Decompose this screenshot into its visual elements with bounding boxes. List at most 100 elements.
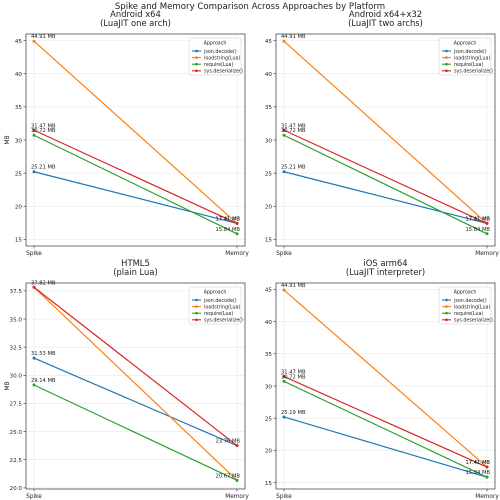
- data-label: 30.72 MB: [281, 128, 306, 134]
- x-tick-label: Memory: [225, 494, 249, 500]
- legend-marker: [445, 305, 448, 308]
- data-label: 15.84 MB: [215, 227, 240, 233]
- legend-marker: [445, 69, 448, 73]
- data-label: 17.41 MB: [215, 216, 240, 222]
- data-label: 17.41 MB: [215, 216, 240, 222]
- data-label: 17.41 MB: [465, 216, 490, 222]
- data-label: 23.76 MB: [215, 439, 240, 445]
- x-tick-label: Spike: [26, 494, 42, 500]
- series-line: [283, 375, 488, 468]
- data-point: [32, 356, 36, 360]
- data-point: [282, 288, 286, 292]
- y-tick-label: 32.5: [10, 345, 23, 351]
- plot-frame: [275, 282, 496, 490]
- legend-box: [438, 37, 492, 76]
- x-tick-label: Spike: [276, 251, 292, 257]
- legend-title: Approach: [454, 290, 477, 296]
- data-point: [32, 285, 36, 289]
- data-label: 17.41 MB: [215, 216, 240, 222]
- y-tick-label: 20: [265, 205, 273, 211]
- x-tick-label: Memory: [475, 494, 499, 500]
- y-tick-label: 40: [265, 320, 273, 326]
- data-point: [235, 478, 239, 482]
- y-tick-label: 35: [265, 105, 273, 111]
- data-label: 31.47 MB: [281, 370, 306, 376]
- chart-title-line: HTML5: [121, 258, 150, 268]
- legend-marker: [445, 49, 448, 53]
- series-line: [33, 286, 238, 447]
- chart-panel-3: HTML5(plain Lua) 20.0 22.5 25.0 27.5 30.0 32.5…: [4, 258, 249, 500]
- series-line: [33, 171, 238, 224]
- data-label: 17.41 MB: [465, 216, 490, 222]
- legend-label: json.decode(): [203, 49, 237, 55]
- y-tick-label: 15: [265, 481, 273, 487]
- plot-frame: [275, 33, 496, 247]
- series-line: [283, 416, 488, 478]
- legend-box: [188, 37, 242, 76]
- y-tick-label: 35: [15, 105, 23, 111]
- legend-label: json.decode(): [203, 298, 237, 304]
- x-tick-label: Memory: [225, 251, 249, 257]
- legend-label: loadstring(Lua): [454, 304, 490, 310]
- data-label: 37.82 MB: [31, 280, 56, 286]
- chart-title-line: Android x64+x32: [349, 9, 422, 19]
- y-tick-label: 20: [15, 205, 23, 211]
- chart-panel-4: iOS arm64(LuaJIT interpreter) 15 20 25 30 35 4…: [265, 258, 499, 500]
- data-label: 31.53 MB: [31, 351, 56, 357]
- legend-marker: [445, 298, 448, 302]
- legend: Approach json.decode()loadstring(Lua)requ…: [438, 286, 493, 325]
- data-point: [282, 379, 286, 383]
- data-point: [282, 128, 286, 132]
- legend-box: [438, 286, 492, 325]
- series-line: [283, 171, 488, 224]
- y-tick-label: 30: [265, 384, 273, 390]
- y-tick-label: 15: [265, 238, 273, 244]
- series-line: [283, 289, 488, 468]
- legend-label: json.decode(): [453, 49, 487, 55]
- y-tick-label: 25: [265, 171, 273, 177]
- data-point: [32, 170, 36, 174]
- series-line: [283, 380, 488, 478]
- data-point: [235, 444, 239, 448]
- series-line: [33, 134, 238, 235]
- plot-frame: [25, 33, 246, 247]
- data-label: 25.21 MB: [31, 165, 56, 171]
- y-tick-label: 30: [15, 138, 23, 144]
- legend-box: [188, 286, 242, 325]
- legend-marker: [195, 298, 198, 302]
- chart-title-line: (plain Lua): [113, 267, 158, 277]
- y-tick-label: 25: [265, 416, 273, 422]
- legend-label: json.decode(): [453, 298, 487, 304]
- data-label: 30.72 MB: [281, 374, 306, 380]
- x-tick-label: Spike: [276, 494, 292, 500]
- chart-panel-2: Android x64+x32(LuaJIT two archs) 15 20 25 3…: [265, 9, 499, 257]
- data-point: [235, 232, 239, 236]
- legend-label: require(Lua): [204, 311, 233, 317]
- data-label: 15.84 MB: [465, 227, 490, 233]
- data-point: [282, 170, 286, 174]
- series-line: [33, 129, 238, 224]
- y-tick-label: 45: [265, 288, 273, 294]
- figure-title: Spike and Memory Comparison Across Appro…: [114, 2, 386, 12]
- legend-label: require(Lua): [204, 62, 233, 68]
- series-line: [33, 357, 238, 447]
- series-line: [283, 40, 488, 224]
- chart-title-line: iOS arm64: [363, 258, 407, 268]
- legend: Approach json.decode()loadstring(Lua)requ…: [438, 37, 493, 76]
- data-label: 31.47 MB: [281, 123, 306, 129]
- legend-label: sys.deserialize(): [454, 318, 493, 324]
- legend-label: sys.deserialize(): [204, 318, 243, 324]
- x-tick-label: Spike: [26, 251, 42, 257]
- chart-title-line: (LuaJIT two archs): [348, 18, 423, 28]
- y-tick-label: 25: [15, 171, 23, 177]
- y-tick-label: 35: [265, 352, 273, 358]
- y-tick-label: 40: [15, 72, 23, 78]
- legend-label: loadstring(Lua): [204, 55, 240, 61]
- chart-title-line: Android x64: [110, 9, 161, 19]
- chart-title-line: (LuaJIT interpreter): [346, 267, 425, 277]
- series-line: [33, 40, 238, 224]
- legend-label: loadstring(Lua): [454, 55, 490, 61]
- data-label: 17.41 MB: [465, 216, 490, 222]
- data-label: 30.72 MB: [31, 128, 56, 134]
